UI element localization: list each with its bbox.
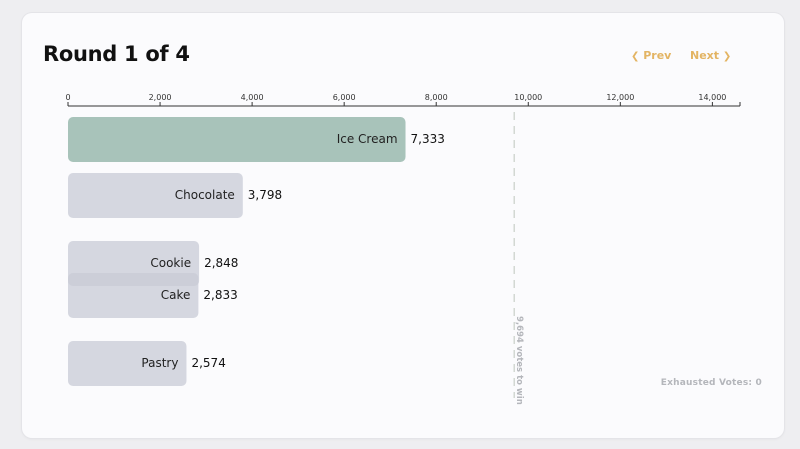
threshold-label: 9,694 votes to win bbox=[514, 316, 524, 405]
exhausted-votes-label: Exhausted Votes: 0 bbox=[660, 378, 762, 388]
x-tick-label: 6,000 bbox=[333, 93, 356, 102]
bar-category-label: Pastry bbox=[141, 356, 178, 370]
x-tick-label: 2,000 bbox=[149, 93, 172, 102]
bar-category-label: Chocolate bbox=[175, 188, 235, 202]
bar-chocolate bbox=[68, 173, 243, 218]
prev-button[interactable]: ❮ Prev bbox=[631, 49, 671, 62]
x-tick-label: 12,000 bbox=[606, 93, 634, 102]
bar-cake bbox=[68, 273, 199, 318]
bar-category-label: Ice Cream bbox=[337, 132, 398, 146]
chevron-left-icon: ❮ bbox=[631, 51, 640, 62]
prev-label: Prev bbox=[643, 49, 672, 62]
x-tick-label: 10,000 bbox=[514, 93, 542, 102]
chevron-right-icon: ❯ bbox=[722, 51, 732, 62]
x-tick-label: 4,000 bbox=[241, 93, 264, 102]
x-tick-label: 8,000 bbox=[425, 93, 448, 102]
x-tick-label: 0 bbox=[65, 93, 70, 102]
bar-pastry bbox=[68, 341, 187, 386]
bar-value-label: 2,833 bbox=[203, 288, 237, 302]
next-label: Next bbox=[690, 49, 720, 62]
next-button[interactable]: Next ❯ bbox=[690, 49, 731, 62]
bar-value-label: 2,848 bbox=[204, 256, 238, 270]
round-title: Round 1 of 4 bbox=[43, 42, 190, 66]
bar-category-label: Cake bbox=[161, 288, 191, 302]
bar-category-label: Cookie bbox=[150, 256, 191, 270]
bar-value-label: 2,574 bbox=[191, 356, 225, 370]
bar-value-label: 7,333 bbox=[411, 132, 445, 146]
bar-ice-cream bbox=[68, 117, 406, 162]
bar-value-label: 3,798 bbox=[248, 188, 282, 202]
x-tick-label: 14,000 bbox=[698, 93, 726, 102]
